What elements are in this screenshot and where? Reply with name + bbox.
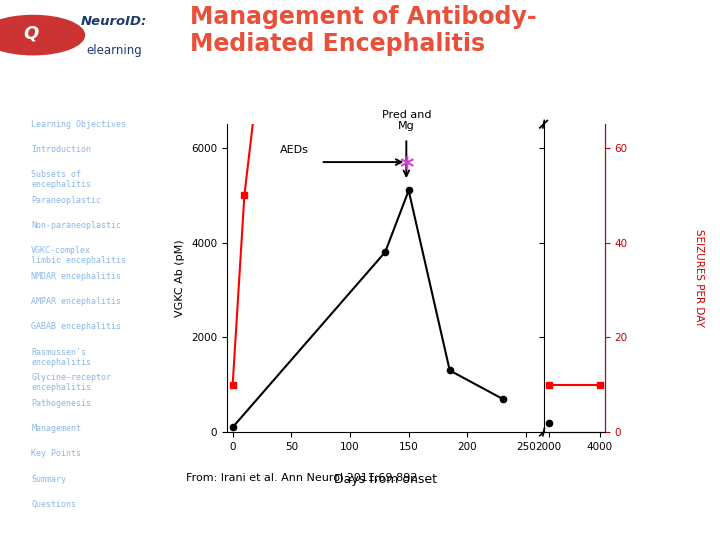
Text: •: •	[14, 195, 21, 206]
Text: NeuroID:: NeuroID:	[81, 15, 147, 28]
Text: AUTOIMMUNE
ENCEPHALITIS: AUTOIMMUNE ENCEPHALITIS	[54, 82, 130, 104]
Text: •: •	[14, 221, 21, 231]
Text: Rasmussen's
encephalitis: Rasmussen's encephalitis	[31, 348, 91, 367]
Text: Management of Antibody-
Mediated Encephalitis: Management of Antibody- Mediated Encepha…	[190, 5, 537, 56]
Text: Learning Objectives: Learning Objectives	[31, 119, 126, 129]
Text: •: •	[14, 399, 21, 409]
Text: •: •	[14, 297, 21, 307]
Text: •: •	[14, 272, 21, 282]
Text: GABAB encephalitis: GABAB encephalitis	[31, 322, 121, 332]
Text: Management: Management	[31, 424, 81, 433]
Text: •: •	[14, 449, 21, 460]
Text: •: •	[14, 170, 21, 180]
Text: Paraneoplastic: Paraneoplastic	[31, 195, 102, 205]
Text: NMDAR encephalitis: NMDAR encephalitis	[31, 272, 121, 281]
Text: Non-paraneoplastic: Non-paraneoplastic	[31, 221, 121, 230]
Text: From: Irani et al. Ann Neurol 2011;69:892: From: Irani et al. Ann Neurol 2011;69:89…	[186, 472, 418, 483]
Y-axis label: VGKC Ab (pM): VGKC Ab (pM)	[176, 239, 185, 317]
Circle shape	[0, 16, 84, 55]
Text: Q: Q	[24, 25, 39, 43]
Text: •: •	[14, 373, 21, 383]
Text: Pathogenesis: Pathogenesis	[31, 399, 91, 408]
Text: AMPAR encephalitis: AMPAR encephalitis	[31, 297, 121, 306]
Text: Days from onset: Days from onset	[333, 472, 437, 485]
Text: Summary: Summary	[31, 475, 66, 484]
Text: •: •	[14, 246, 21, 256]
Text: •: •	[14, 119, 21, 130]
Text: elearning: elearning	[86, 44, 142, 57]
Text: •: •	[14, 322, 21, 333]
Text: Introduction: Introduction	[31, 145, 91, 154]
Text: Questions: Questions	[31, 500, 76, 509]
Text: •: •	[14, 424, 21, 434]
Text: *: *	[399, 155, 413, 183]
Text: Pred and
Mg: Pred and Mg	[382, 110, 431, 131]
Y-axis label: SEIZURES PER DAY: SEIZURES PER DAY	[694, 229, 704, 327]
Text: AEDs: AEDs	[279, 145, 308, 155]
Text: •: •	[14, 145, 21, 155]
Text: VGKC-complex
limbic encephalitis: VGKC-complex limbic encephalitis	[31, 246, 126, 266]
Text: •: •	[14, 500, 21, 510]
Text: Glycine-receptor
encephalitis: Glycine-receptor encephalitis	[31, 373, 111, 392]
Text: Key Points: Key Points	[31, 449, 81, 458]
Text: •: •	[14, 348, 21, 358]
Text: •: •	[14, 475, 21, 485]
Text: Subsets of
encephalitis: Subsets of encephalitis	[31, 170, 91, 190]
